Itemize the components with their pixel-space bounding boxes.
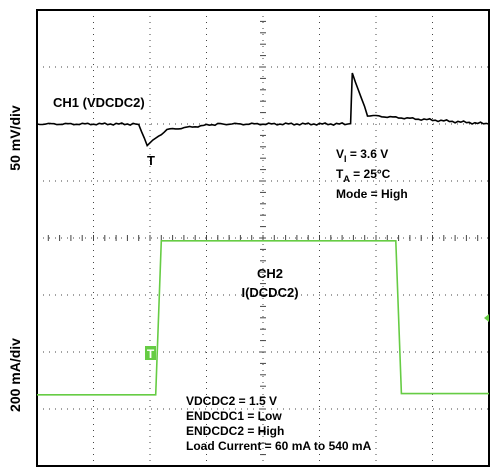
upper-y-axis-label: 50 mV/div <box>7 105 23 171</box>
ch2-trigger-marker-box <box>145 346 156 360</box>
ch1-trigger-marker: T <box>147 153 155 168</box>
lower-y-axis-label: 200 mA/div <box>7 338 23 412</box>
ta-subscript: A <box>343 174 350 184</box>
graticule <box>36 9 490 467</box>
ch2-trace <box>37 240 489 396</box>
condition-vdcdc2: VDCDC2 = 1.5 V <box>186 394 277 408</box>
ta-symbol: T <box>336 167 344 181</box>
ch2-label-line1: CH2 <box>257 266 283 281</box>
ta-value: = 25°C <box>350 167 391 181</box>
vi-value: = 3.6 V <box>347 147 389 161</box>
ch2-trigger-marker: T <box>147 347 155 361</box>
vi-subscript: I <box>344 154 347 164</box>
vi-symbol: V <box>336 147 344 161</box>
ch1-trace <box>36 72 490 148</box>
plot-frame <box>36 9 490 467</box>
condition-load-current: Load Current = 60 mA to 540 mA <box>186 439 372 453</box>
condition-mode: Mode = High <box>336 187 408 201</box>
ch2-label-line2: I(DCDC2) <box>241 285 298 300</box>
ch1-series-label: CH1 (VDCDC2) <box>53 95 145 110</box>
ch2-right-edge-marker <box>484 314 489 322</box>
condition-endcdc2: ENDCDC2 = High <box>186 424 284 438</box>
condition-vi: VI = 3.6 V <box>336 147 388 164</box>
condition-ta: TA = 25°C <box>336 167 391 184</box>
condition-endcdc1: ENDCDC1 = Low <box>186 409 282 423</box>
